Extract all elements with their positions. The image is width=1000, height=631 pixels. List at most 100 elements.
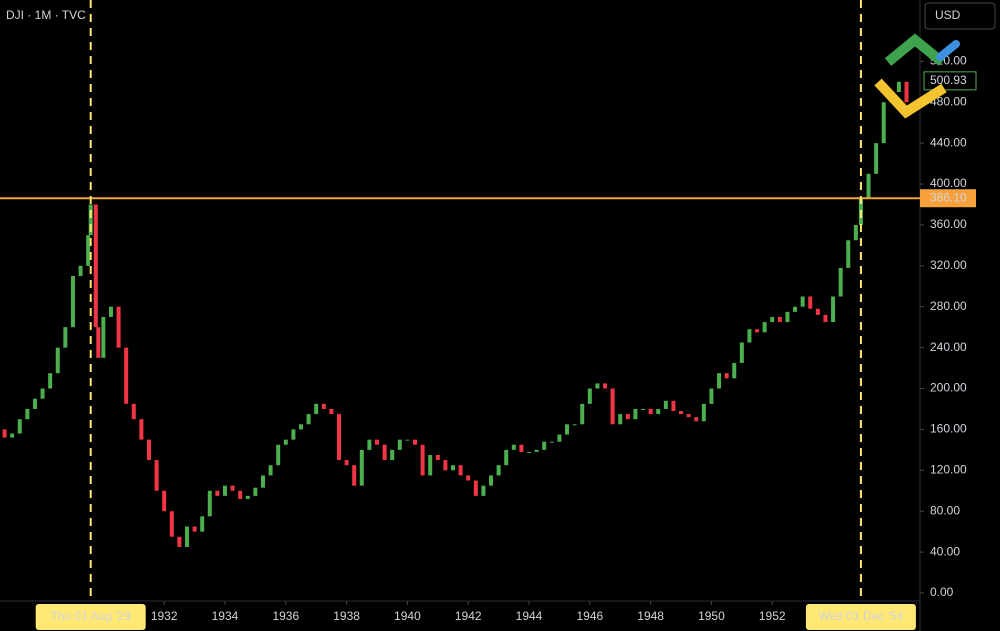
candle [352,465,357,486]
candle [207,490,212,517]
candle [686,414,691,418]
candle [458,465,463,476]
candle [101,316,106,358]
candle [489,475,494,486]
candle [511,444,516,450]
candle [549,441,554,443]
candle [747,329,752,343]
candle [481,485,486,496]
y-tick-label: 240.00 [930,340,967,354]
candle [663,400,668,409]
candle [177,536,182,547]
candle [527,451,532,453]
y-tick-label: 120.00 [930,462,967,476]
y-tick-label: 80.00 [930,503,960,517]
candle [534,449,539,452]
candle [831,296,836,323]
logo [874,33,960,119]
candle [146,439,151,461]
candle [397,439,402,450]
y-tick-label: 320.00 [930,258,967,272]
candle [648,408,653,415]
candle [443,460,448,471]
candle [732,362,737,379]
vline-label-box [805,604,916,630]
candle [63,327,68,348]
candle [25,408,30,420]
y-tick-label: 280.00 [930,299,967,313]
x-tick-label: 1948 [637,609,664,623]
y-tick-label: 160.00 [930,422,967,436]
candle [88,204,93,236]
candle [131,403,136,420]
candle [48,373,53,389]
candle [230,485,235,491]
candle [283,439,288,445]
candle [329,408,334,415]
candle [724,373,729,379]
candle [420,444,425,476]
candle [78,265,83,277]
candle [793,306,798,312]
candle [496,465,501,476]
candle [587,388,592,404]
candle [625,414,630,420]
x-tick-label: 1942 [455,609,482,623]
y-tick-label: 200.00 [930,381,967,395]
x-tick-label: 1950 [698,609,725,623]
candle [253,487,258,496]
x-tick-label: 1944 [516,609,543,623]
candle [451,465,456,471]
currency-button[interactable] [924,2,996,30]
candle [557,434,562,442]
candle [838,267,843,297]
candle [565,424,570,435]
candle [116,306,121,348]
candle [701,403,706,422]
hline-label-box [920,189,976,208]
candle [777,316,782,323]
x-tick-label: 1946 [576,609,603,623]
candle [200,516,205,532]
candle [40,388,45,399]
symbol-title: DJI · 1M · TVC [6,8,86,22]
candle [633,408,638,420]
y-tick-label: 0.00 [930,585,954,599]
candle [321,403,326,409]
candle [382,444,387,461]
candle [739,342,744,363]
candle [93,204,98,328]
vline-label: Thu 01 Aug '29 [51,609,132,623]
candle [762,322,767,333]
currency[interactable]: USD [935,8,961,22]
candle [815,308,820,315]
candle [124,347,129,404]
candle [413,439,418,445]
candle [808,296,813,309]
candle [314,403,319,415]
candle [717,373,722,389]
candle [336,414,341,461]
candle [245,495,250,499]
x-tick-label: 1952 [759,609,786,623]
candle [671,400,676,412]
candle [800,296,805,307]
candle [238,490,243,499]
candle [618,414,623,425]
candle [656,408,661,415]
candle [344,460,349,466]
y-tick-label: 400.00 [930,176,967,190]
candle [405,439,410,441]
vline-label-box [35,604,146,630]
candle [291,429,296,440]
candle [222,485,227,496]
candle [268,465,273,476]
candle [169,511,174,537]
candle [139,419,144,440]
plot [2,81,917,547]
candle [390,449,395,461]
candle [846,240,851,268]
candle [881,102,886,144]
candle [853,224,858,241]
